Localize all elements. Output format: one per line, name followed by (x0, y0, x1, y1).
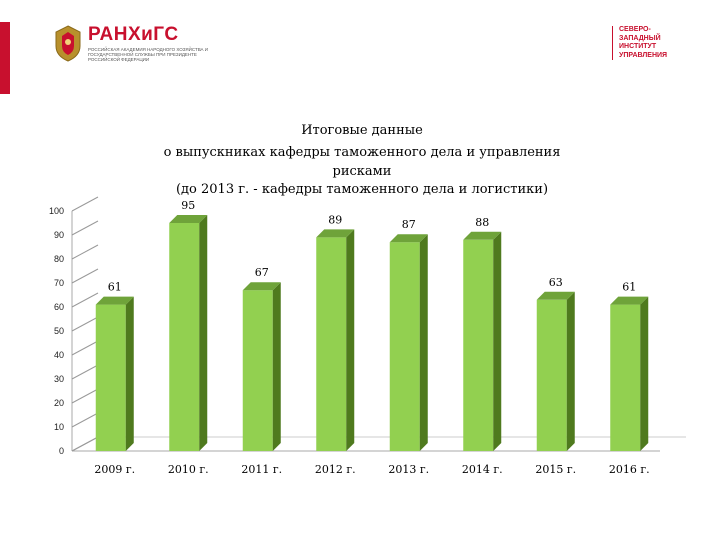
bar-side (199, 215, 208, 451)
bar-front (316, 237, 347, 451)
x-tick-label: 2013 г. (388, 463, 429, 476)
y-tick-label: 50 (54, 326, 64, 336)
data-label: 95 (181, 199, 195, 212)
crest-icon (55, 25, 81, 62)
institute-line: СЕВЕРО- (619, 26, 651, 33)
y-tick-mark (71, 196, 99, 212)
chart-labels: 61 2009 г. 95 2010 г. 67 2011 г. 89 2012 г. 87 20… (94, 199, 649, 476)
bar-top (242, 282, 281, 291)
y-tick-label: 90 (54, 230, 64, 240)
y-tick-mark (71, 388, 99, 404)
y-tick-mark (71, 340, 99, 356)
chart-title-line: рисками (333, 164, 392, 179)
institute-logo: СЕВЕРО- ЗАПАДНЫЙ ИНСТИТУТ УПРАВЛЕНИЯ (612, 26, 667, 60)
y-tick-label: 40 (54, 350, 64, 360)
bar-side (419, 234, 428, 451)
chart-axes: 0 10 20 30 40 50 60 70 80 90 100 (49, 196, 686, 456)
bar (242, 282, 281, 451)
y-tick-label: 60 (54, 302, 64, 312)
y-tick-mark (71, 244, 99, 260)
x-tick-label: 2009 г. (94, 463, 135, 476)
bar-top (316, 229, 355, 238)
data-label: 89 (328, 213, 342, 226)
bar-front (169, 223, 200, 451)
y-tick-mark (71, 292, 99, 308)
bar-top (610, 296, 649, 305)
bar-side (125, 296, 134, 451)
bar-side (346, 229, 355, 451)
x-tick-label: 2016 г. (609, 463, 650, 476)
header-accent-bar (0, 22, 10, 94)
bar-side (640, 296, 649, 451)
bar-front (95, 304, 126, 451)
x-tick-label: 2010 г. (168, 463, 209, 476)
institute-line: ЗАПАДНЫЙ (619, 34, 661, 42)
y-tick-mark (71, 364, 99, 380)
bar-top (536, 291, 575, 300)
data-label: 67 (255, 266, 269, 279)
y-tick-label: 100 (49, 206, 64, 216)
bar-side (272, 282, 281, 451)
bar (389, 234, 428, 451)
chart-title: Итоговые данные о выпускниках кафедры там… (164, 123, 561, 197)
bar-front (463, 239, 494, 451)
bar-top (389, 234, 428, 243)
y-tick-label: 0 (59, 446, 64, 456)
data-label: 61 (622, 281, 636, 294)
chart-title-line: Итоговые данные (301, 123, 423, 138)
y-tick-label: 30 (54, 374, 64, 384)
bar-front (536, 299, 567, 451)
bar (316, 229, 355, 451)
logo-name: РАНХиГС (88, 24, 179, 45)
y-tick-label: 10 (54, 422, 64, 432)
x-tick-label: 2011 г. (241, 463, 282, 476)
bar (463, 231, 502, 451)
bar (169, 215, 208, 451)
y-tick-label: 80 (54, 254, 64, 264)
data-label: 63 (549, 276, 563, 289)
data-label: 88 (475, 216, 489, 229)
institute-line: УПРАВЛЕНИЯ (619, 51, 668, 59)
data-label: 61 (108, 281, 122, 294)
y-tick-label: 20 (54, 398, 64, 408)
bar-front (242, 290, 273, 451)
bar-top (463, 231, 502, 240)
bar (536, 291, 575, 451)
institute-line: ИНСТИТУТ (619, 43, 657, 50)
data-label: 87 (402, 218, 416, 231)
bar-side (566, 291, 575, 451)
x-tick-label: 2015 г. (535, 463, 576, 476)
bar (610, 296, 649, 451)
y-tick-label: 70 (54, 278, 64, 288)
y-tick-mark (71, 316, 99, 332)
ranepa-logo: РАНХиГС Российская академия народного хо… (52, 24, 222, 64)
y-tick-mark (71, 436, 99, 452)
bar-top (95, 296, 134, 305)
x-tick-label: 2012 г. (315, 463, 356, 476)
bar-side (493, 231, 502, 451)
bar-top (169, 215, 208, 223)
x-tick-label: 2014 г. (462, 463, 503, 476)
chart-title-line: (до 2013 г. - кафедры таможенного дела и… (176, 182, 548, 197)
logo-subtitle: Российская академия народного хозяйства … (88, 47, 209, 62)
chart-bars (95, 215, 649, 451)
bar-front (389, 242, 420, 451)
bar-front (610, 304, 641, 451)
y-tick-mark (71, 412, 99, 428)
chart-title-line: о выпускниках кафедры таможенного дела и… (164, 145, 561, 160)
bar (95, 296, 134, 451)
y-tick-mark (71, 220, 99, 236)
y-tick-mark (71, 268, 99, 284)
